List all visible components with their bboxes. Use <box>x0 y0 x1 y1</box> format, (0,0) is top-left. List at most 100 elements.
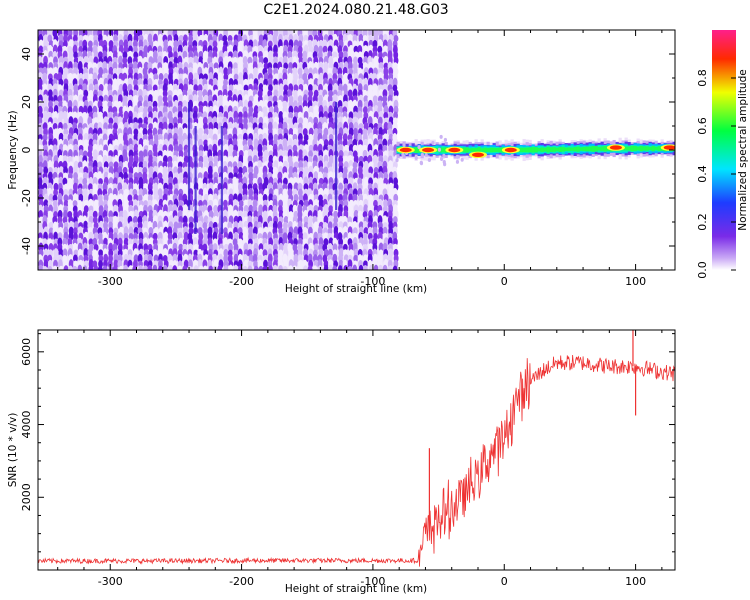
noise-cell <box>98 84 104 92</box>
noise-cell <box>297 40 303 48</box>
signal-cell <box>465 147 469 153</box>
noise-cell <box>308 139 313 147</box>
noise-cell <box>167 232 173 241</box>
signal-cell <box>462 147 466 153</box>
signal-speck <box>427 158 432 163</box>
noise-cell <box>332 265 338 270</box>
noise-cell <box>118 106 124 114</box>
noise-cell <box>178 67 184 76</box>
noise-cell <box>382 144 388 153</box>
signal-cell <box>597 147 601 151</box>
colorbar: 0.0 0.2 0.4 0.6 0.8 Normalized spectral ampl… <box>696 30 749 279</box>
signal-cell <box>558 146 562 153</box>
noise-cell <box>258 265 264 270</box>
colorbar-gradient <box>712 30 736 270</box>
signal-speck <box>424 152 428 157</box>
noise-cell <box>42 265 48 270</box>
noise-cell <box>288 111 294 120</box>
noise-cell <box>167 182 173 192</box>
noise-cell <box>62 177 68 186</box>
noise-cell <box>98 249 104 257</box>
noise-cell <box>283 62 289 70</box>
signal-cell <box>534 147 538 153</box>
noise-cell <box>298 194 304 202</box>
noise-cell <box>77 264 83 270</box>
noise-cell <box>137 117 143 125</box>
noise-cell <box>323 264 329 270</box>
noise-cell <box>82 112 88 119</box>
figure-title: C2E1.2024.080.21.48.G03 <box>263 2 448 18</box>
noise-cell <box>133 78 138 87</box>
noise-cell <box>188 79 194 86</box>
noise-cell <box>358 264 364 270</box>
noise-cell <box>133 232 138 241</box>
noise-cell <box>178 150 184 158</box>
signal-cell <box>627 146 631 151</box>
noise-cell <box>347 259 353 269</box>
noise-cell <box>262 84 268 92</box>
noise-cell <box>233 165 239 176</box>
noise-cell <box>93 199 99 208</box>
noise-cell <box>38 264 44 270</box>
noise-cell <box>197 84 203 92</box>
y-tick-label: 6000 <box>20 338 33 366</box>
noise-cell <box>158 265 163 270</box>
noise-cell <box>327 221 333 230</box>
signal-cell <box>471 148 475 152</box>
noise-cell <box>203 144 209 153</box>
noise-cell <box>88 67 94 76</box>
noise-cell <box>158 73 164 81</box>
noise-cell <box>217 264 223 270</box>
noise-cell <box>208 265 214 270</box>
snr-frame <box>37 329 676 571</box>
noise-cell <box>278 264 283 270</box>
noise-cell <box>122 57 128 64</box>
noise-cell <box>343 177 349 186</box>
noise-cell <box>78 215 84 225</box>
noise-cell <box>132 215 138 225</box>
noise-cell <box>268 144 273 153</box>
noise-cell <box>123 264 128 270</box>
noise-cell <box>63 199 69 208</box>
noise-cell <box>278 199 284 208</box>
noise-cell <box>327 67 333 76</box>
noise-cell <box>303 216 309 224</box>
signal-cell <box>582 147 586 151</box>
signal-cell <box>552 147 556 152</box>
signal-speck <box>455 154 459 159</box>
noise-cell <box>233 68 239 75</box>
noise-cell <box>273 84 279 92</box>
noise-cell <box>98 144 104 153</box>
signal-cell <box>588 146 592 152</box>
noise-cell <box>388 265 393 270</box>
noise-cell <box>63 172 68 180</box>
noise-cell <box>278 50 284 60</box>
noise-cell <box>347 34 353 43</box>
noise-cell <box>248 177 254 186</box>
noise-cell <box>328 264 333 270</box>
noise-cell <box>168 194 174 202</box>
noise-cell <box>147 264 153 270</box>
signal-cell <box>498 147 502 153</box>
noise-cell <box>108 216 114 224</box>
noise-cell <box>373 161 379 169</box>
noise-cell <box>228 264 234 270</box>
noise-region <box>38 30 399 270</box>
colorbar-tick-label: 0.0 <box>696 261 709 279</box>
noise-cell <box>233 253 239 264</box>
signal-cell <box>474 147 478 153</box>
noise-cell <box>63 183 69 191</box>
noise-cell <box>177 265 183 270</box>
noise-cell <box>292 144 298 153</box>
signal-cell <box>549 147 553 152</box>
signal-cell <box>531 147 535 153</box>
noise-cell <box>127 194 133 202</box>
noise-cell <box>168 51 173 59</box>
noise-cell <box>307 51 313 59</box>
noise-cell <box>267 100 273 109</box>
noise-cell <box>213 155 219 164</box>
signal-cell <box>483 147 487 153</box>
noise-cell <box>368 264 374 270</box>
noise-cell <box>272 128 278 136</box>
noise-cell <box>122 51 128 59</box>
